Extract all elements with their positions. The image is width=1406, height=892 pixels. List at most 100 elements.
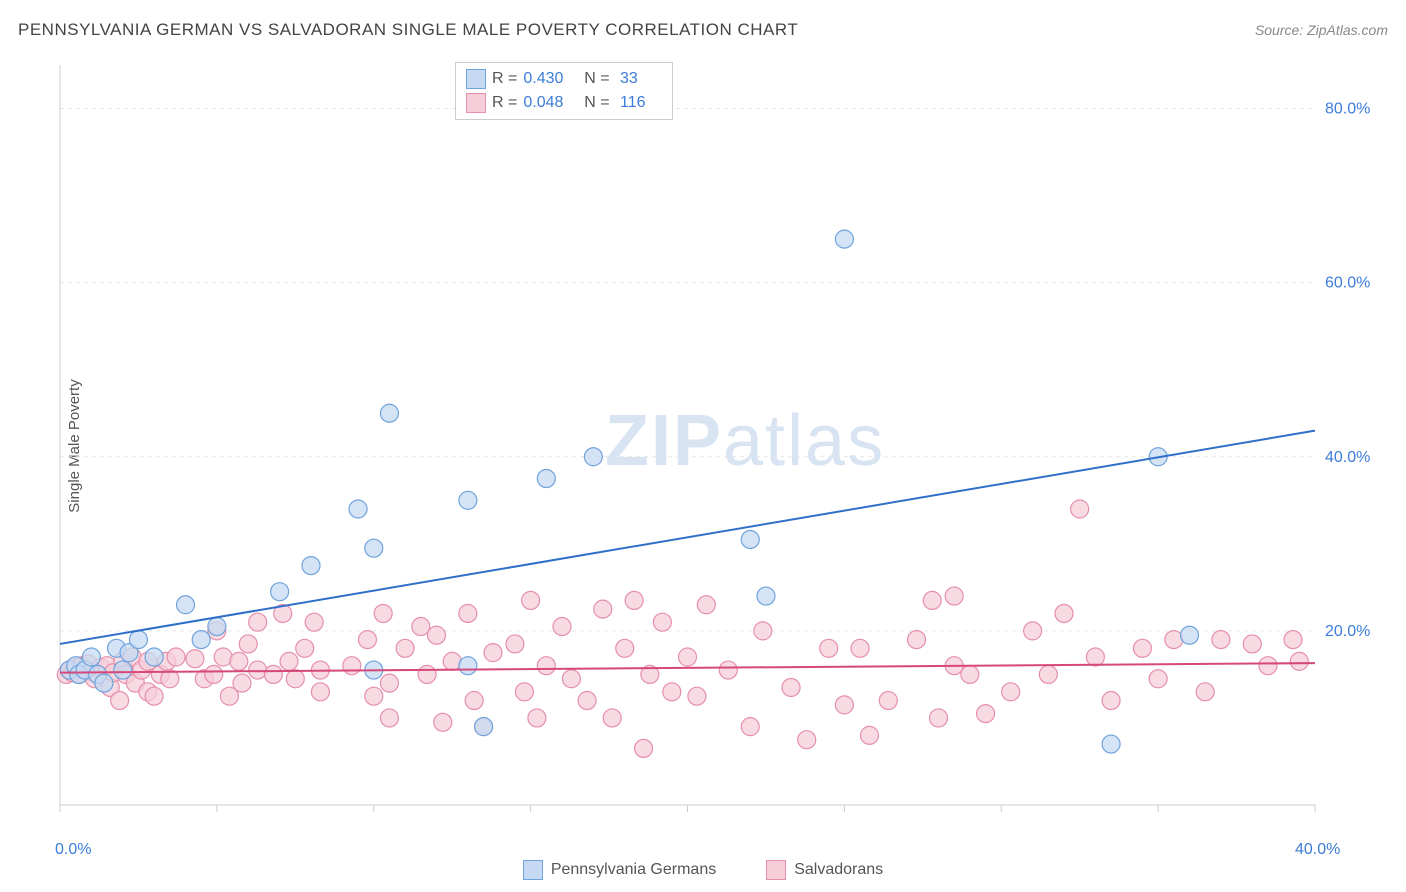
data-point [506, 635, 524, 653]
data-point [1039, 665, 1057, 683]
data-point [271, 583, 289, 601]
data-point [741, 530, 759, 548]
scatter-plot: 20.0%40.0%60.0%80.0% ZIPatlas R =0.430 N… [55, 60, 1375, 830]
y-tick-label: 80.0% [1325, 101, 1370, 118]
x-axis-label-min: 0.0% [55, 841, 91, 859]
data-point [537, 470, 555, 488]
data-point [302, 557, 320, 575]
y-tick-label: 40.0% [1325, 449, 1370, 466]
n-value: 116 [616, 91, 662, 115]
stats-row: R =0.048 N = 116 [466, 91, 662, 115]
data-point [114, 661, 132, 679]
data-point [249, 613, 267, 631]
data-point [280, 652, 298, 670]
data-point [145, 687, 163, 705]
data-point [553, 618, 571, 636]
data-point [145, 648, 163, 666]
data-point [380, 674, 398, 692]
data-point [95, 674, 113, 692]
data-point [374, 604, 392, 622]
correlation-stats-box: R =0.430 N = 33R =0.048 N = 116 [455, 62, 673, 120]
data-point [230, 652, 248, 670]
y-tick-label: 60.0% [1325, 275, 1370, 292]
data-point [961, 665, 979, 683]
n-value: 33 [616, 67, 662, 91]
r-value: 0.430 [523, 67, 569, 91]
data-point [296, 639, 314, 657]
data-point [688, 687, 706, 705]
data-point [428, 626, 446, 644]
data-point [697, 596, 715, 614]
data-point [286, 670, 304, 688]
legend-label: Salvadorans [794, 861, 883, 879]
data-point [528, 709, 546, 727]
data-point [625, 591, 643, 609]
chart-title: PENNSYLVANIA GERMAN VS SALVADORAN SINGLE… [18, 20, 798, 40]
data-point [186, 650, 204, 668]
data-point [484, 644, 502, 662]
data-point [459, 657, 477, 675]
data-point [311, 683, 329, 701]
data-point [177, 596, 195, 614]
bottom-legend: Pennsylvania Germans Salvadorans [0, 860, 1406, 880]
data-point [1284, 631, 1302, 649]
data-point [459, 604, 477, 622]
data-point [1259, 657, 1277, 675]
legend-item: Salvadorans [766, 860, 883, 880]
legend-label: Pennsylvania Germans [551, 861, 716, 879]
data-point [465, 692, 483, 710]
data-point [578, 692, 596, 710]
r-value: 0.048 [523, 91, 569, 115]
data-point [1086, 648, 1104, 666]
data-point [851, 639, 869, 657]
data-point [264, 665, 282, 683]
data-point [537, 657, 555, 675]
source-label: Source: ZipAtlas.com [1255, 22, 1388, 38]
data-point [1212, 631, 1230, 649]
data-point [945, 587, 963, 605]
data-point [349, 500, 367, 518]
data-point [522, 591, 540, 609]
data-point [129, 631, 147, 649]
data-point [380, 709, 398, 727]
data-point [434, 713, 452, 731]
data-point [1290, 652, 1308, 670]
data-point [782, 678, 800, 696]
data-point [380, 404, 398, 422]
data-point [365, 539, 383, 557]
data-point [977, 705, 995, 723]
data-point [594, 600, 612, 618]
series-swatch [466, 69, 486, 89]
data-point [358, 631, 376, 649]
legend-item: Pennsylvania Germans [523, 860, 716, 880]
data-point [584, 448, 602, 466]
data-point [1102, 735, 1120, 753]
data-point [798, 731, 816, 749]
data-point [616, 639, 634, 657]
data-point [208, 618, 226, 636]
x-axis-label-max: 40.0% [1295, 841, 1340, 859]
legend-swatch [523, 860, 543, 880]
data-point [820, 639, 838, 657]
data-point [679, 648, 697, 666]
data-point [343, 657, 361, 675]
stats-row: R =0.430 N = 33 [466, 67, 662, 91]
data-point [1243, 635, 1261, 653]
data-point [1102, 692, 1120, 710]
legend-swatch [766, 860, 786, 880]
data-point [1024, 622, 1042, 640]
data-point [719, 661, 737, 679]
data-point [412, 618, 430, 636]
series-swatch [466, 93, 486, 113]
data-point [1181, 626, 1199, 644]
data-point [418, 665, 436, 683]
data-point [1196, 683, 1214, 701]
data-point [835, 696, 853, 714]
data-point [923, 591, 941, 609]
data-point [167, 648, 185, 666]
data-point [239, 635, 257, 653]
data-point [603, 709, 621, 727]
data-point [515, 683, 533, 701]
data-point [1149, 670, 1167, 688]
y-tick-label: 20.0% [1325, 623, 1370, 640]
